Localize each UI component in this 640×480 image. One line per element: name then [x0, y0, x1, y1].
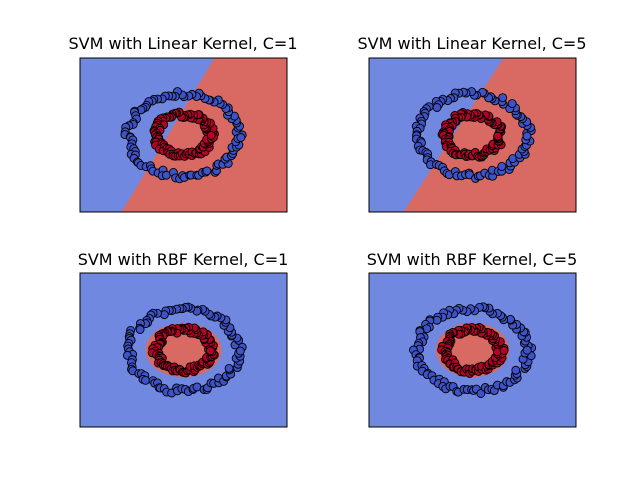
plot-area — [368, 57, 577, 213]
data-points — [408, 302, 537, 398]
subplot-rbf-c5: SVM with RBF Kernel, C=5 — [367, 250, 578, 428]
subplot-linear-c1: SVM with Linear Kernel, C=1 — [68, 34, 298, 213]
class-0-point — [497, 161, 507, 171]
decision-regions — [80, 273, 287, 427]
class-0-point — [202, 166, 212, 176]
subplot-title: SVM with RBF Kernel, C=5 — [367, 250, 578, 269]
plot-area — [368, 272, 577, 428]
decision-regions — [369, 273, 576, 427]
subplot-rbf-c1: SVM with RBF Kernel, C=1 — [78, 250, 289, 428]
class-0-point — [224, 363, 234, 373]
class-0-point — [522, 345, 532, 355]
data-points — [122, 302, 247, 398]
axes-frame — [368, 272, 577, 428]
axes-frame — [79, 272, 288, 428]
decision-regions — [369, 58, 576, 212]
subplot-title: SVM with RBF Kernel, C=1 — [78, 250, 289, 269]
class-0-point — [476, 389, 486, 398]
class-0-point — [432, 103, 442, 112]
subplot-title: SVM with Linear Kernel, C=1 — [68, 34, 297, 53]
axes-frame — [79, 57, 288, 213]
plot-area — [79, 57, 288, 213]
plot-area — [79, 272, 288, 428]
class-0-point — [507, 99, 517, 109]
class-0-point — [511, 365, 521, 375]
class-1-point — [206, 130, 216, 140]
class-0-point — [235, 346, 245, 356]
class-1-point — [493, 131, 503, 141]
subplot-linear-c5: SVM with Linear Kernel, C=5 — [357, 34, 587, 213]
subplot-title: SVM with Linear Kernel, C=5 — [357, 34, 586, 53]
axes-frame — [368, 57, 577, 213]
decision-regions — [80, 58, 287, 212]
class-0-point — [522, 131, 532, 141]
class-1-point — [499, 346, 509, 355]
class-0-point — [498, 93, 508, 103]
data-points — [411, 87, 536, 183]
data-points — [120, 87, 247, 184]
class-0-point — [236, 133, 246, 142]
class-0-point — [141, 375, 151, 385]
class-1-point — [205, 346, 215, 356]
class-0-point — [135, 325, 145, 334]
